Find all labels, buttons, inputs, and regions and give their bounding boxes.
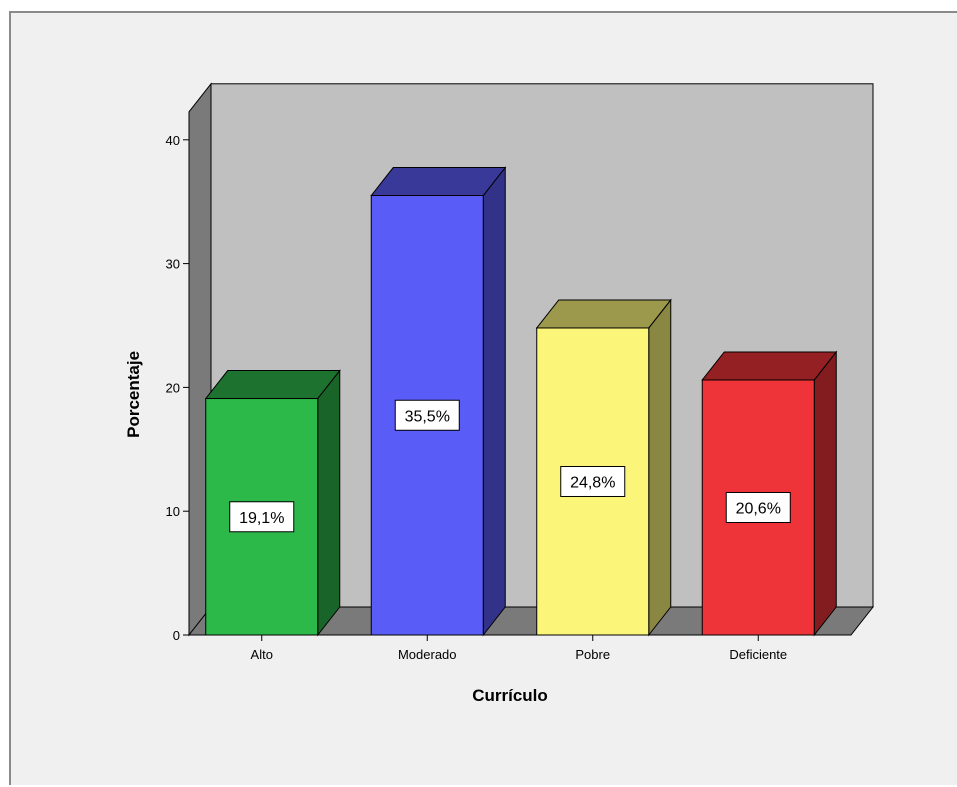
data-label-box bbox=[229, 501, 295, 533]
data-label: 24,8% bbox=[570, 474, 615, 491]
x-axis: Alto Moderado Pobre Deficiente bbox=[189, 634, 851, 662]
bar-top bbox=[535, 299, 672, 329]
data-label-box bbox=[560, 465, 626, 497]
bar-chart-3d: 0 10 20 30 40 19,1% 35,5% 24,8% 20,6% Alto Moder… bbox=[124, 82, 875, 705]
bar-side bbox=[648, 298, 672, 637]
data-label: 35,5% bbox=[405, 408, 450, 425]
x-tick-label: Moderado bbox=[398, 647, 457, 662]
bar-moderado: 35,5% bbox=[370, 166, 507, 637]
y-tick-label: 40 bbox=[166, 133, 180, 148]
y-axis: 0 10 20 30 40 bbox=[166, 111, 190, 643]
bar-pobre: 24,8% bbox=[535, 298, 672, 637]
data-label: 19,1% bbox=[239, 510, 284, 527]
x-tick-label: Alto bbox=[251, 647, 273, 662]
x-tick-label: Deficiente bbox=[729, 647, 787, 662]
y-tick-label: 10 bbox=[166, 504, 180, 519]
bar-side bbox=[813, 350, 837, 637]
bars: 19,1% 35,5% 24,8% 20,6% bbox=[204, 166, 838, 637]
bar-side bbox=[317, 369, 341, 637]
y-tick-label: 20 bbox=[166, 380, 180, 395]
y-axis-title: Porcentaje bbox=[124, 351, 143, 438]
x-tick-label: Pobre bbox=[575, 647, 610, 662]
bar-top bbox=[701, 351, 838, 381]
bar-deficiente: 20,6% bbox=[701, 350, 838, 637]
data-label-box bbox=[394, 399, 460, 431]
bar-side bbox=[482, 166, 506, 637]
y-tick-label: 30 bbox=[166, 257, 180, 272]
chart-frame: 0 10 20 30 40 19,1% 35,5% 24,8% 20,6% Alto Moder… bbox=[9, 11, 957, 785]
bar-top bbox=[204, 370, 341, 400]
data-label: 20,6% bbox=[736, 500, 781, 517]
x-axis-title: Currículo bbox=[472, 686, 548, 705]
bar-top bbox=[370, 167, 507, 197]
data-label-box bbox=[725, 491, 791, 523]
bar-alto: 19,1% bbox=[204, 369, 341, 637]
y-tick-label: 0 bbox=[173, 628, 180, 643]
